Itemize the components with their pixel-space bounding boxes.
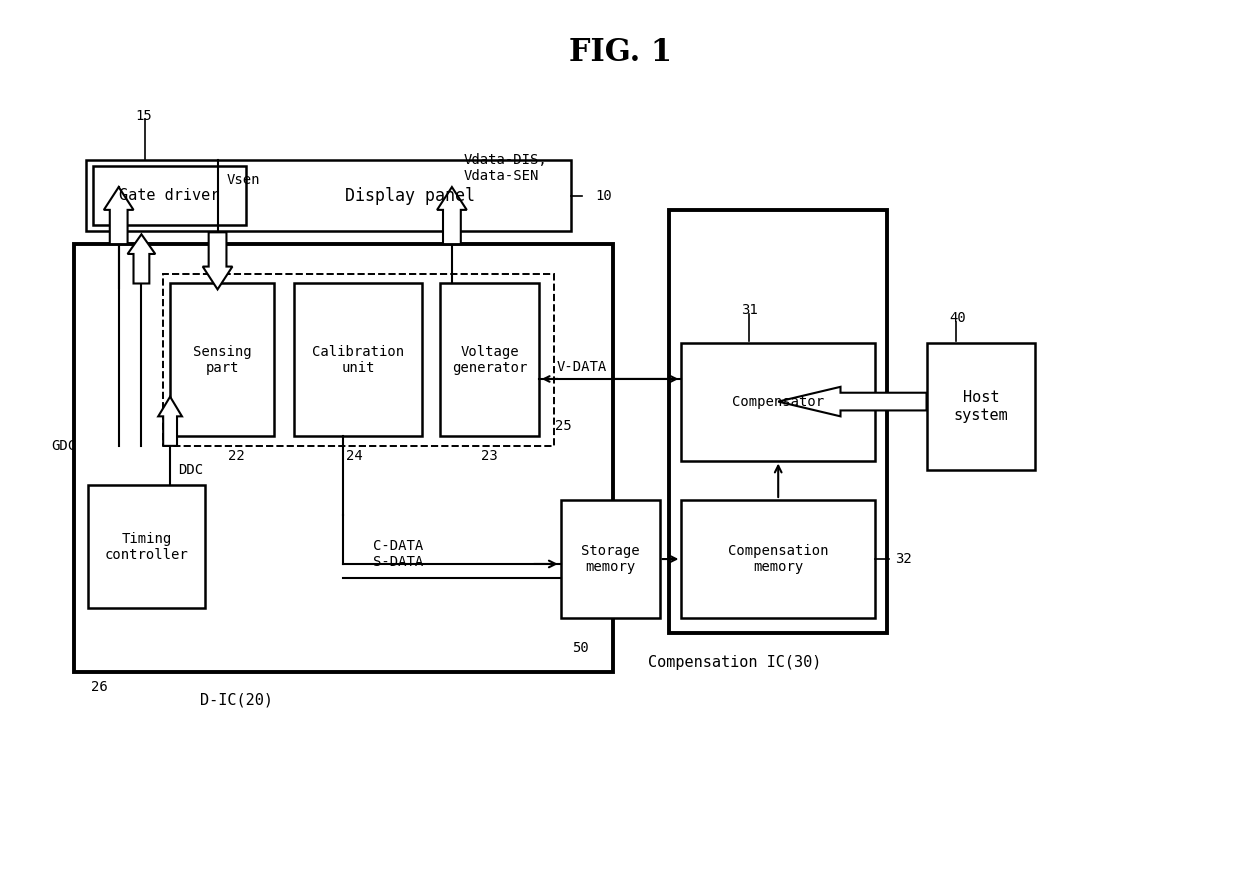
Text: S-DATA: S-DATA [373,555,423,569]
Text: 32: 32 [895,552,911,566]
Text: 31: 31 [740,303,758,317]
Text: 23: 23 [481,449,497,463]
Text: Vdata-DIS,: Vdata-DIS, [464,153,548,167]
Text: Sensing
part: Sensing part [192,344,252,375]
Bar [670,209,887,632]
Bar [74,244,613,672]
Text: 24: 24 [346,449,363,463]
Bar [926,343,1035,470]
Text: Gate driver: Gate driver [119,188,219,203]
Text: FIG. 1: FIG. 1 [568,37,672,67]
Text: DDC: DDC [179,463,203,477]
Bar [86,160,570,231]
Text: D-IC(20): D-IC(20) [200,692,273,707]
Polygon shape [202,232,232,289]
Text: 50: 50 [573,640,589,654]
Bar [164,273,554,446]
Text: 26: 26 [91,680,108,694]
Polygon shape [436,187,466,244]
Bar [93,166,247,225]
Text: Display panel: Display panel [345,187,475,205]
Text: 10: 10 [595,189,613,203]
Bar [560,500,660,618]
Text: Storage
memory: Storage memory [580,544,640,574]
Text: V-DATA: V-DATA [557,360,606,374]
Bar [681,500,875,618]
Bar [440,284,539,436]
Text: Compensation IC(30): Compensation IC(30) [647,655,821,670]
Text: GDC: GDC [52,439,77,453]
Text: 22: 22 [228,449,246,463]
Bar [170,284,274,436]
Bar [88,485,205,608]
Polygon shape [159,397,182,446]
Text: Voltage
generator: Voltage generator [451,344,527,375]
Text: 25: 25 [554,420,572,434]
Text: Compensation
memory: Compensation memory [728,544,828,574]
Text: Calibration
unit: Calibration unit [312,344,404,375]
Polygon shape [779,387,926,416]
Bar [681,343,875,461]
Text: Timing
controller: Timing controller [104,532,188,562]
Text: Vsen: Vsen [227,173,260,187]
Polygon shape [104,187,134,244]
Polygon shape [128,234,155,284]
Text: Compensator: Compensator [732,394,825,408]
Text: Vdata-SEN: Vdata-SEN [464,169,539,183]
Bar [294,284,423,436]
Text: 40: 40 [950,311,966,325]
Text: 15: 15 [135,110,153,124]
Text: C-DATA: C-DATA [373,540,423,554]
Text: Host
system: Host system [954,391,1008,423]
